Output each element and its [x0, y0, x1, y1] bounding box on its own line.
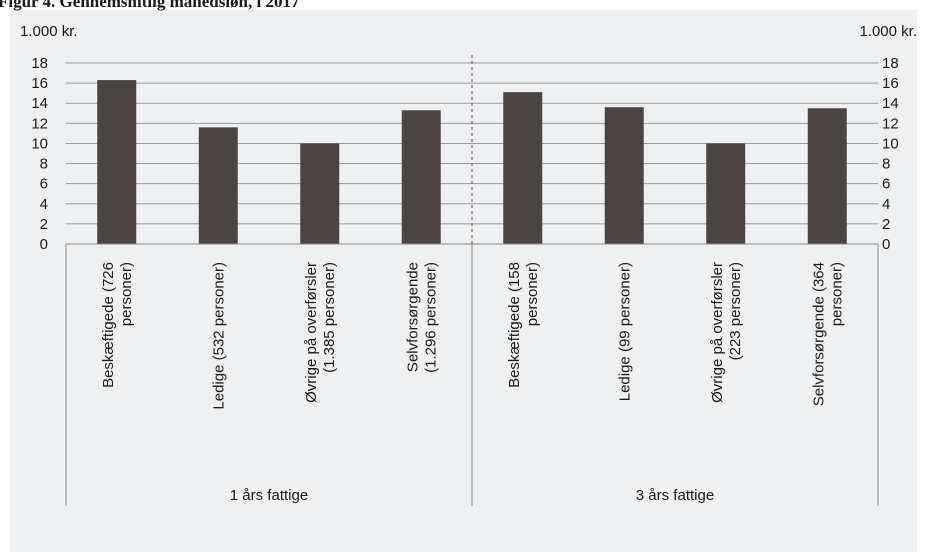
axes: [65, 55, 879, 506]
category-label: Øvrige på overførsler(1.385 personer): [303, 262, 338, 403]
y-tick-label-right: 0: [882, 236, 890, 253]
category-label: Selvforsørgende (364personer): [810, 262, 845, 406]
category-label: Beskæftigede (158personer): [506, 262, 541, 388]
y-tick-label-right: 18: [882, 55, 899, 72]
y-tick-label-left: 16: [31, 75, 48, 92]
y-tick-label-left: 14: [31, 95, 48, 112]
bar: [807, 108, 847, 244]
bar: [503, 92, 543, 245]
y-tick-label-right: 12: [882, 115, 899, 132]
bar: [706, 143, 746, 244]
y-tick-label-right: 16: [882, 75, 899, 92]
y-tick-label-right: 14: [882, 95, 899, 112]
bar: [198, 127, 238, 244]
group-labels: 1 års fattige 3 års fattige: [230, 487, 714, 504]
y-unit-right: 1.000 kr.: [859, 23, 917, 40]
y-ticks-right: 0 2 4 6 8 10 12 14 16 18: [882, 55, 899, 253]
category-label: Selvforsørgende(1.296 personer): [404, 262, 439, 373]
y-tick-label-right: 8: [882, 156, 890, 173]
group-label: 1 års fattige: [230, 487, 308, 504]
y-tick-label-right: 2: [882, 216, 890, 233]
y-tick-label-left: 8: [40, 156, 48, 173]
category-label: Øvrige på overførsler(223 personer): [709, 262, 744, 403]
category-label: Ledige (99 personer): [616, 262, 633, 401]
y-tick-label-right: 10: [882, 135, 899, 152]
bar: [604, 107, 644, 244]
y-tick-label-left: 4: [40, 196, 48, 213]
y-ticks-left: 0 2 4 6 8 10 12 14 16 18: [31, 55, 48, 253]
bar: [401, 110, 441, 244]
y-tick-label-right: 6: [882, 176, 890, 193]
y-tick-label-left: 10: [31, 135, 48, 152]
category-labels: Beskæftigede (726personer) Ledige (532 pe…: [100, 262, 846, 410]
y-tick-label-left: 12: [31, 115, 48, 132]
category-label: Beskæftigede (726personer): [100, 262, 135, 388]
y-tick-label-left: 2: [40, 216, 48, 233]
bar: [97, 80, 137, 244]
y-unit-left: 1.000 kr.: [20, 23, 78, 40]
y-tick-label-left: 6: [40, 176, 48, 193]
bar: [300, 143, 340, 244]
figure-heading: Figur 4. Gennemsnitlig månedsløn, i 2017: [0, 0, 300, 11]
y-tick-label-left: 18: [31, 55, 48, 72]
group-label: 3 års fattige: [636, 487, 714, 504]
y-tick-label-left: 0: [40, 236, 48, 253]
bars: [97, 80, 847, 245]
y-tick-label-right: 4: [882, 196, 890, 213]
category-label: Ledige (532 personer): [210, 262, 227, 410]
plot-background: [10, 10, 917, 552]
